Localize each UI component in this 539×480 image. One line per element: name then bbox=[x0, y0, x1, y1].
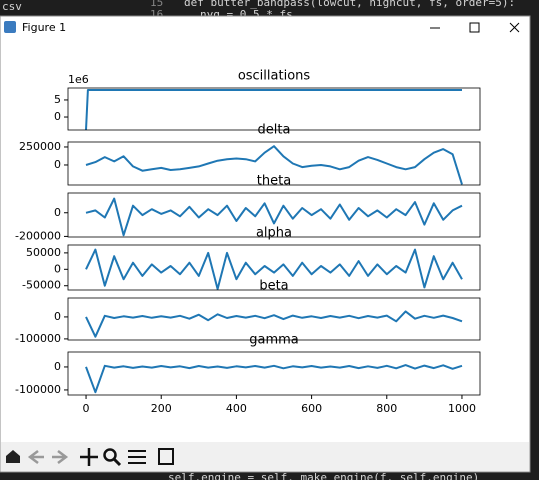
x-tick-label: 200 bbox=[151, 402, 172, 415]
y-tick-label: 5 bbox=[54, 93, 61, 106]
window-title: Figure 1 bbox=[22, 21, 66, 34]
x-tick-label: 600 bbox=[301, 402, 322, 415]
x-tick-label: 1000 bbox=[448, 402, 476, 415]
y-tick-label: 0 bbox=[54, 110, 61, 123]
pan-button[interactable] bbox=[80, 448, 98, 466]
axes-frame bbox=[67, 192, 481, 238]
axes-frame bbox=[67, 141, 481, 186]
configure-button[interactable] bbox=[128, 450, 146, 464]
y-tick-label: -50000 bbox=[22, 279, 61, 292]
subplot-title: oscillations bbox=[238, 69, 311, 84]
window-icon bbox=[4, 21, 16, 33]
y-tick-label: 0 bbox=[54, 310, 61, 323]
line-number: 15 bbox=[150, 0, 163, 9]
code-line: self.engine = self._make_engine(f, self.… bbox=[168, 471, 479, 480]
subplot-title: alpha bbox=[256, 226, 292, 241]
y-tick-label: 0 bbox=[54, 262, 61, 275]
y-tick-label: -100000 bbox=[15, 332, 61, 345]
subplot-title: theta bbox=[257, 174, 291, 189]
zoom-button[interactable] bbox=[103, 448, 117, 462]
offset-label: 1e6 bbox=[68, 73, 89, 86]
y-tick-label: 0 bbox=[54, 206, 61, 219]
y-tick-label: -200000 bbox=[15, 229, 61, 242]
axes-frame bbox=[67, 87, 481, 131]
save-button[interactable] bbox=[158, 448, 174, 465]
series-line bbox=[85, 197, 463, 237]
subplot-title: gamma bbox=[249, 333, 299, 348]
series-line bbox=[85, 248, 463, 290]
x-tick-label: 0 bbox=[83, 402, 90, 415]
y-tick-label: 0 bbox=[54, 360, 61, 373]
series-line bbox=[85, 89, 462, 131]
x-tick-label: 800 bbox=[376, 402, 397, 415]
series-line bbox=[85, 364, 463, 394]
axes-frame bbox=[67, 351, 481, 396]
forward-button[interactable] bbox=[52, 450, 69, 464]
axes-frame bbox=[67, 297, 481, 341]
axes-frame bbox=[67, 244, 481, 291]
home-button[interactable] bbox=[6, 450, 20, 463]
x-tick-label: 400 bbox=[226, 402, 247, 415]
series-line bbox=[85, 310, 463, 338]
back-button[interactable] bbox=[27, 450, 44, 464]
y-tick-label: 250000 bbox=[19, 140, 61, 153]
y-tick-label: 50000 bbox=[26, 246, 61, 259]
subplot-title: beta bbox=[259, 279, 288, 294]
subplot-title: delta bbox=[258, 123, 291, 138]
series-line bbox=[85, 145, 463, 185]
window bbox=[0, 15, 531, 473]
maximize-button[interactable] bbox=[469, 22, 480, 33]
zoom-handle bbox=[112, 457, 122, 467]
close-button[interactable] bbox=[509, 22, 520, 33]
y-tick-label: -100000 bbox=[15, 383, 61, 396]
file-label: csv bbox=[2, 0, 22, 13]
y-tick-label: 0 bbox=[54, 158, 61, 171]
code-line: def butter_bandpass(lowcut, highcut, fs,… bbox=[184, 0, 515, 9]
